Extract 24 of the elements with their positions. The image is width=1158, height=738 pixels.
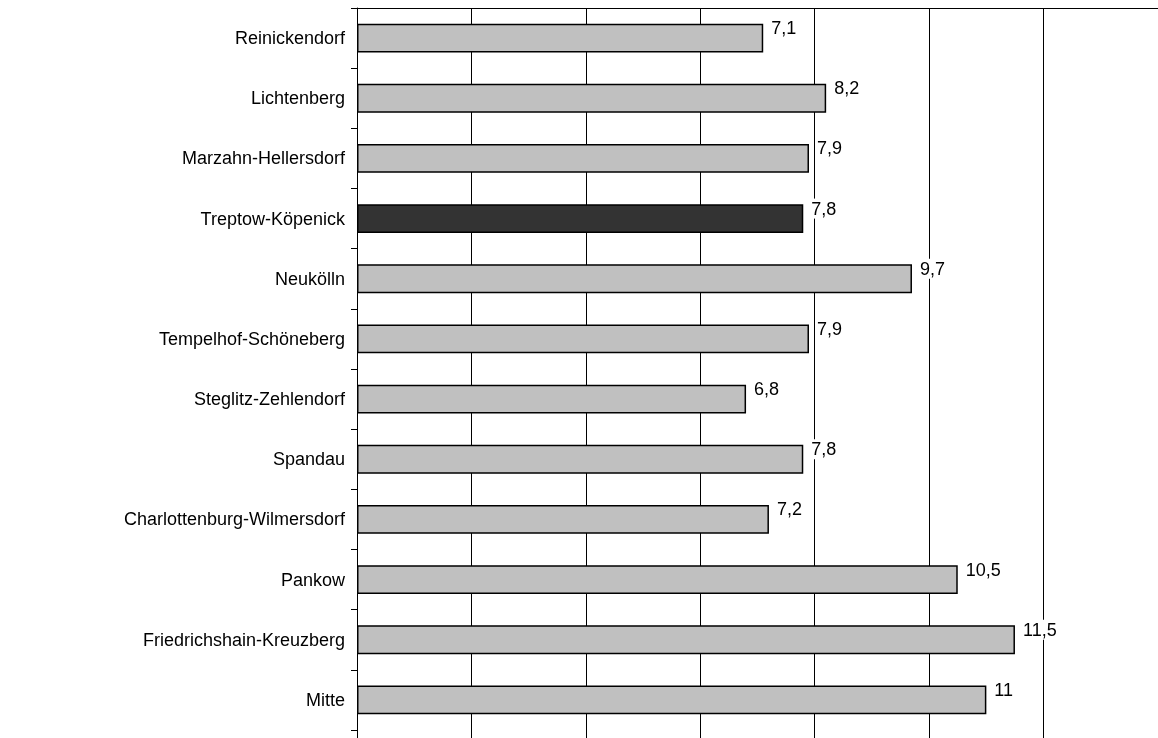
- y-tick-label: Tempelhof-Schöneberg: [158, 328, 345, 349]
- y-tick-label: Marzahn-Hellersdorf: [181, 148, 346, 169]
- data-label: 7,8: [811, 439, 837, 460]
- data-label: 6,8: [754, 379, 780, 400]
- y-tick-label: Neukölln: [274, 268, 345, 289]
- data-label: 7,8: [811, 198, 837, 219]
- data-label: 10,5: [965, 559, 1001, 580]
- y-tick-label: Spandau: [272, 449, 345, 470]
- data-label: 7,2: [776, 499, 802, 520]
- data-label: 7,9: [816, 138, 843, 159]
- y-tick-label: Mitte: [305, 689, 345, 710]
- data-label: 9,7: [919, 258, 946, 279]
- data-label: 8,2: [834, 78, 860, 99]
- y-tick-label: Friedrichshain-Kreuzberg: [142, 629, 345, 650]
- data-label: 11: [994, 679, 1014, 700]
- y-tick-label: Charlottenburg-Wilmersdorf: [123, 509, 346, 530]
- data-label: 7,9: [816, 318, 843, 339]
- data-label: 11,5: [1022, 619, 1057, 640]
- y-tick-label: Steglitz-Zehlendorf: [193, 389, 346, 410]
- y-tick-label: Pankow: [280, 569, 346, 590]
- y-tick-label: Lichtenberg: [250, 88, 345, 109]
- y-tick-label: Treptow-Köpenick: [200, 208, 346, 229]
- data-label: 7,1: [771, 18, 797, 39]
- y-tick-label: Reinickendorf: [234, 28, 346, 49]
